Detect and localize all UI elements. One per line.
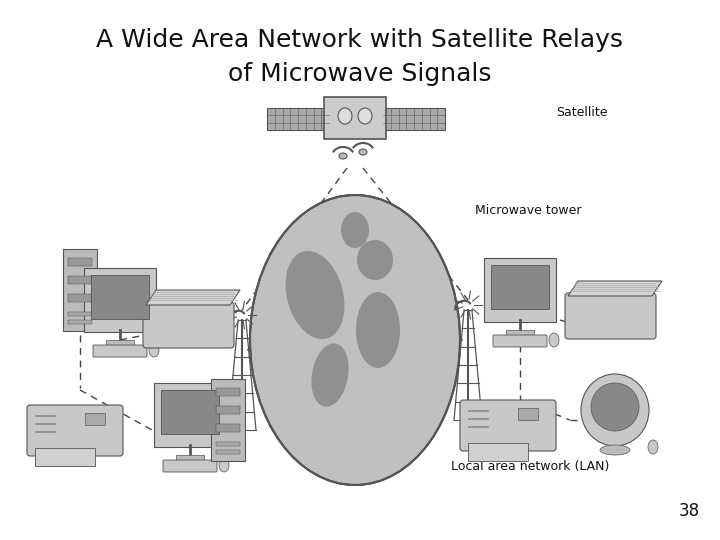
FancyBboxPatch shape — [68, 320, 92, 324]
Ellipse shape — [219, 458, 229, 472]
FancyBboxPatch shape — [324, 97, 386, 139]
Ellipse shape — [648, 440, 658, 454]
Ellipse shape — [149, 343, 159, 357]
FancyBboxPatch shape — [491, 265, 549, 309]
FancyBboxPatch shape — [154, 383, 226, 447]
FancyBboxPatch shape — [460, 400, 556, 451]
FancyBboxPatch shape — [267, 108, 329, 130]
Ellipse shape — [358, 108, 372, 124]
FancyBboxPatch shape — [68, 294, 92, 302]
Ellipse shape — [286, 251, 344, 339]
Ellipse shape — [312, 343, 348, 407]
FancyBboxPatch shape — [565, 293, 656, 339]
FancyBboxPatch shape — [216, 388, 240, 396]
Ellipse shape — [600, 445, 630, 455]
FancyBboxPatch shape — [85, 413, 105, 425]
FancyBboxPatch shape — [468, 443, 528, 461]
FancyBboxPatch shape — [91, 275, 149, 319]
FancyBboxPatch shape — [143, 302, 234, 348]
FancyBboxPatch shape — [484, 258, 556, 322]
FancyBboxPatch shape — [106, 340, 134, 346]
Ellipse shape — [549, 333, 559, 347]
Polygon shape — [568, 281, 662, 296]
Text: of Microwave Signals: of Microwave Signals — [228, 62, 492, 86]
FancyBboxPatch shape — [68, 312, 92, 316]
FancyBboxPatch shape — [518, 408, 538, 420]
FancyBboxPatch shape — [506, 330, 534, 336]
Ellipse shape — [591, 383, 639, 431]
Ellipse shape — [250, 195, 460, 485]
FancyBboxPatch shape — [68, 258, 92, 266]
Text: Satellite: Satellite — [556, 106, 608, 119]
Text: Local area network (LAN): Local area network (LAN) — [451, 460, 609, 473]
Ellipse shape — [359, 149, 367, 155]
Ellipse shape — [356, 292, 400, 368]
Text: 38: 38 — [679, 502, 700, 520]
FancyBboxPatch shape — [176, 455, 204, 461]
Ellipse shape — [357, 240, 393, 280]
FancyBboxPatch shape — [161, 390, 219, 434]
FancyBboxPatch shape — [211, 379, 245, 461]
FancyBboxPatch shape — [35, 448, 95, 466]
FancyBboxPatch shape — [216, 424, 240, 432]
Text: A Wide Area Network with Satellite Relays: A Wide Area Network with Satellite Relay… — [96, 28, 624, 52]
FancyBboxPatch shape — [68, 276, 92, 284]
FancyBboxPatch shape — [84, 268, 156, 332]
FancyBboxPatch shape — [216, 450, 240, 454]
FancyBboxPatch shape — [63, 249, 97, 331]
FancyBboxPatch shape — [493, 335, 547, 347]
FancyBboxPatch shape — [163, 460, 217, 472]
Ellipse shape — [341, 212, 369, 248]
Ellipse shape — [338, 108, 352, 124]
FancyBboxPatch shape — [216, 406, 240, 414]
Ellipse shape — [339, 153, 347, 159]
Text: Microwave tower: Microwave tower — [475, 204, 582, 217]
FancyBboxPatch shape — [216, 442, 240, 446]
Polygon shape — [146, 290, 240, 305]
FancyBboxPatch shape — [93, 345, 147, 357]
FancyBboxPatch shape — [383, 108, 445, 130]
FancyBboxPatch shape — [27, 405, 123, 456]
Ellipse shape — [581, 374, 649, 446]
